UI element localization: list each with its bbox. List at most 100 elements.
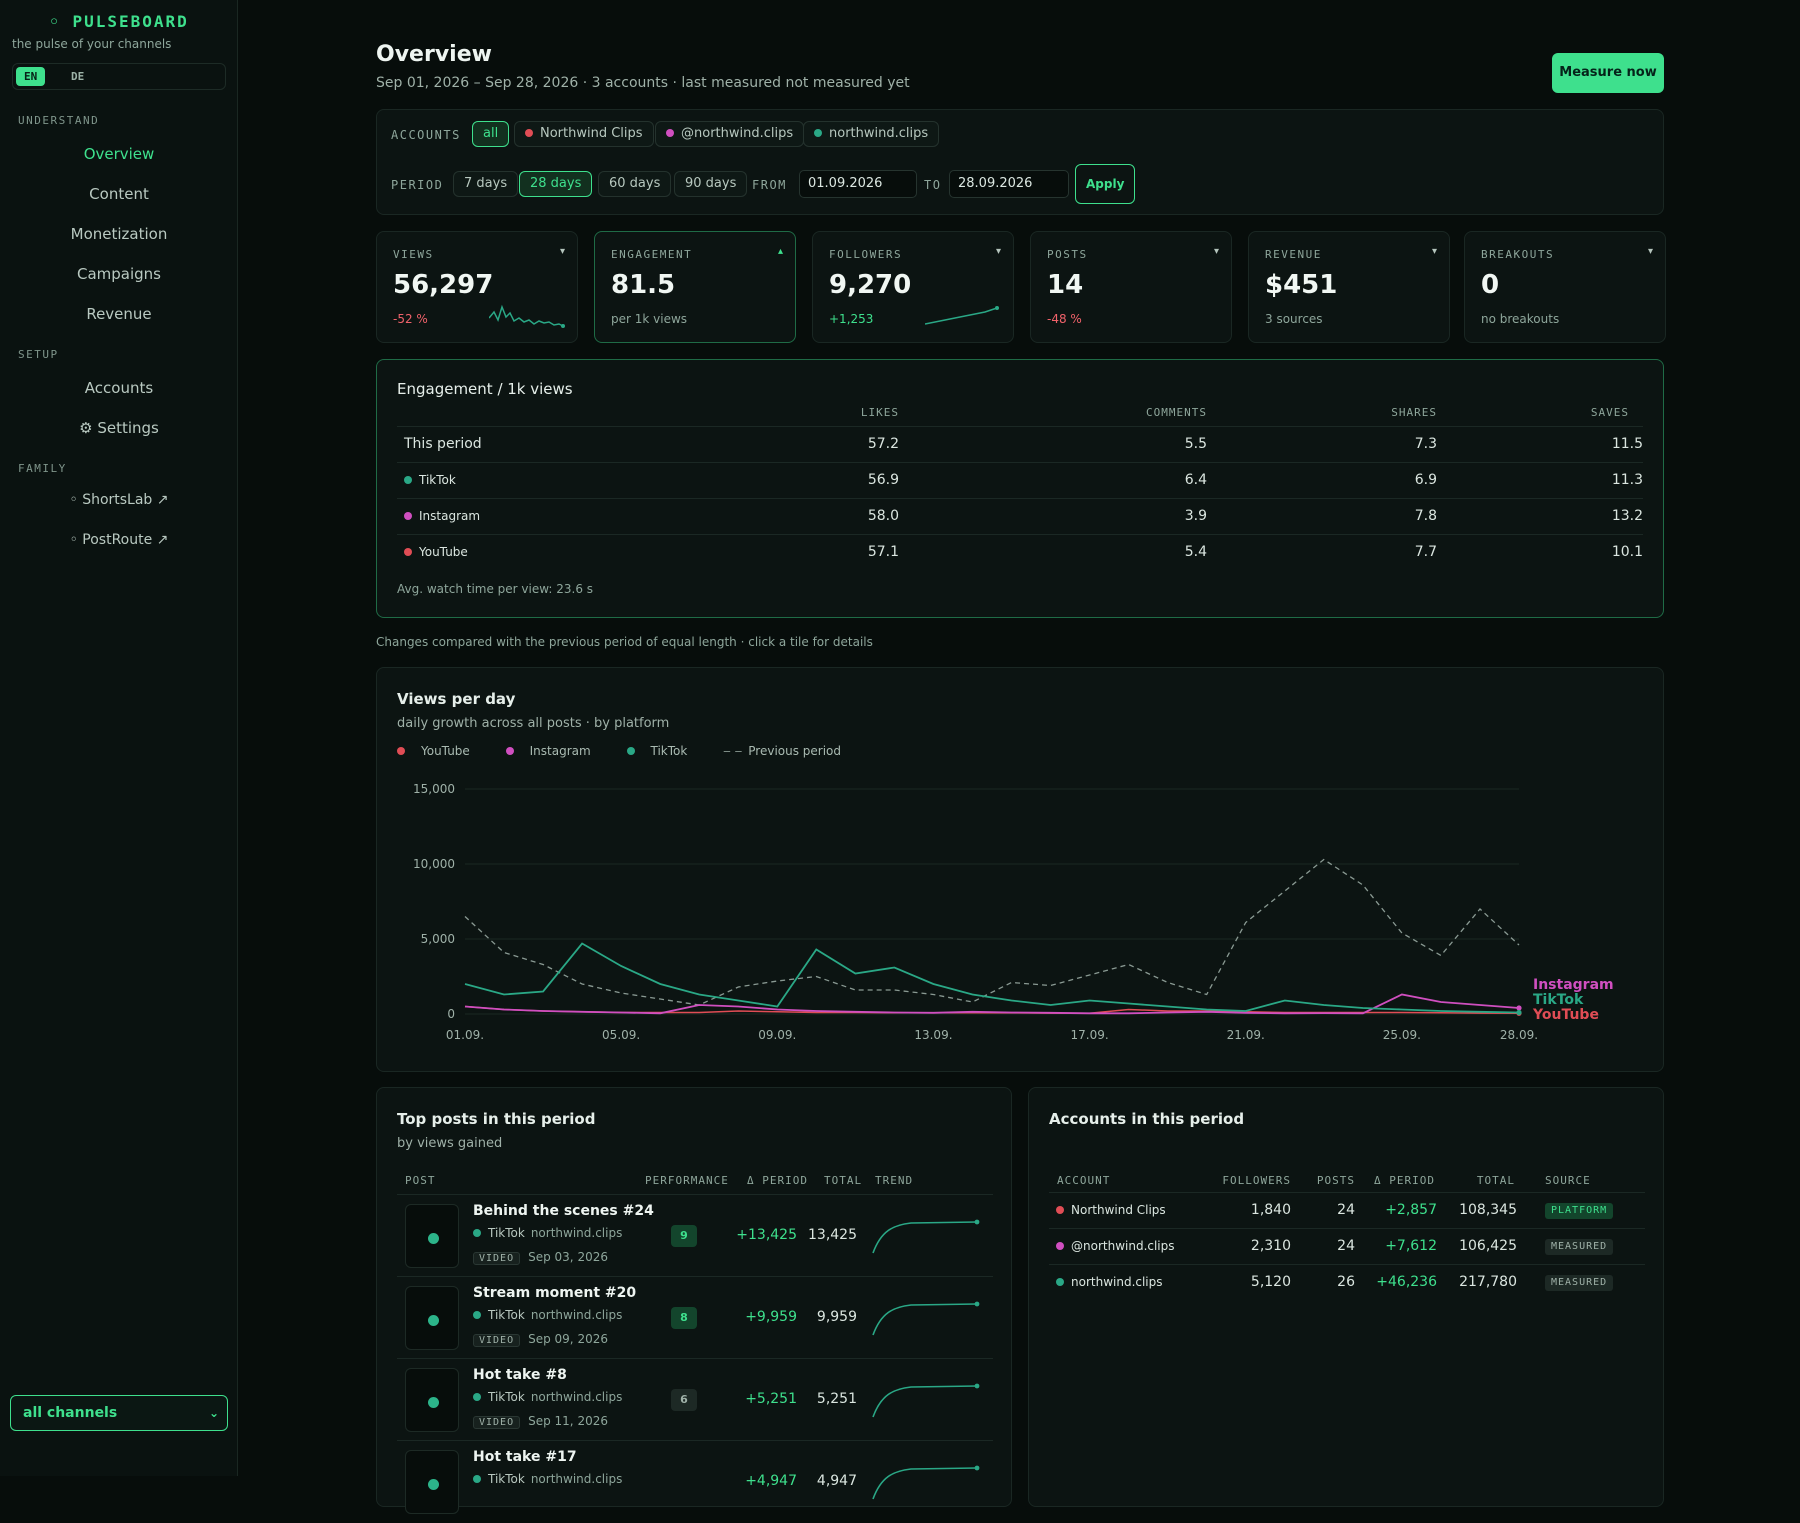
account-row[interactable]: northwind.clips 5,120 26 +46,236 217,780… bbox=[1049, 1264, 1645, 1301]
col-source: SOURCE bbox=[1545, 1174, 1591, 1187]
y-tick-label: 0 bbox=[447, 1007, 455, 1021]
shares-value: 6.9 bbox=[1414, 472, 1437, 488]
legend-instagram[interactable]: Instagram bbox=[505, 744, 607, 758]
post-name[interactable]: Hot take #8 bbox=[473, 1367, 567, 1383]
channel-select[interactable]: all channels ⌄ bbox=[10, 1395, 228, 1431]
apply-button[interactable]: Apply bbox=[1075, 164, 1136, 204]
brand-logo[interactable]: ◦ PULSEBOARD bbox=[49, 12, 189, 31]
chart-legend: YouTube Instagram TikTok ‒ ‒ Previous per… bbox=[397, 744, 873, 758]
account-row[interactable]: Northwind Clips 1,840 24 +2,857 108,345 … bbox=[1049, 1192, 1645, 1229]
series-end-label: Instagram bbox=[1533, 977, 1614, 993]
col-total: TOTAL bbox=[1476, 1174, 1515, 1187]
nav-accounts[interactable]: Accounts bbox=[84, 379, 154, 397]
tile-breakouts[interactable]: BREAKOUTS ▾ 0 no breakouts bbox=[1464, 231, 1666, 343]
accounts-filter-label: ACCOUNTS bbox=[391, 128, 461, 142]
x-tick-label: 17.09. bbox=[1071, 1028, 1109, 1042]
performance-badge: 9 bbox=[671, 1225, 697, 1247]
post-total: 9,959 bbox=[816, 1309, 857, 1325]
comments-value: 3.9 bbox=[1184, 508, 1207, 524]
account-name: @northwind.clips bbox=[1071, 1239, 1175, 1253]
col-post: POST bbox=[405, 1174, 436, 1187]
account-name-cell: Northwind Clips bbox=[1056, 1203, 1166, 1217]
tiktok-dot-icon bbox=[473, 1393, 481, 1401]
series-line-previous-period[interactable] bbox=[464, 858, 1520, 1006]
nav-settings[interactable]: ⚙ Settings bbox=[79, 419, 159, 437]
account-chip-northwind-clips[interactable]: Northwind Clips bbox=[514, 121, 654, 147]
account-delta: +7,612 bbox=[1385, 1238, 1437, 1254]
chevron-down-icon: ▾ bbox=[1431, 246, 1437, 257]
tile-label: VIEWS bbox=[393, 248, 434, 261]
accounts-panel: Accounts in this period ACCOUNT FOLLOWER… bbox=[1028, 1087, 1664, 1507]
series-end-label: TikTok bbox=[1533, 992, 1584, 1008]
platform-name: TikTok bbox=[419, 473, 456, 487]
account-row[interactable]: @northwind.clips 2,310 24 +7,612 106,425… bbox=[1049, 1228, 1645, 1265]
col-shares: SHARES bbox=[1391, 406, 1437, 419]
series-line-instagram[interactable] bbox=[464, 993, 1520, 1015]
to-date-input[interactable]: 28.09.2026 bbox=[949, 170, 1069, 198]
post-name[interactable]: Behind the scenes #24 bbox=[473, 1203, 654, 1219]
post-account: northwind.clips bbox=[530, 1226, 623, 1240]
legend-tiktok[interactable]: TikTok bbox=[626, 744, 704, 758]
post-thumbnail bbox=[405, 1286, 459, 1350]
period-chip-7[interactable]: 7 days bbox=[453, 171, 519, 197]
post-meta: TikTok northwind.clips bbox=[473, 1308, 622, 1322]
nav-content[interactable]: Content bbox=[89, 185, 149, 203]
col-delta-period: Δ PERIOD bbox=[1374, 1174, 1435, 1187]
lang-en-button[interactable]: EN bbox=[16, 67, 46, 86]
tile-label: FOLLOWERS bbox=[829, 248, 903, 261]
x-tick-label: 09.09. bbox=[758, 1028, 796, 1042]
post-row[interactable]: Hot take #17 TikTok northwind.clips +4,94… bbox=[397, 1440, 993, 1523]
instagram-dot-icon bbox=[666, 129, 674, 137]
series-end-label: YouTube bbox=[1532, 1007, 1599, 1023]
post-trend-sparkline bbox=[872, 1219, 980, 1254]
tile-posts[interactable]: POSTS ▾ 14 -48 % bbox=[1030, 231, 1232, 343]
platform-name: YouTube bbox=[419, 545, 468, 559]
account-posts: 24 bbox=[1337, 1202, 1355, 1218]
tile-engagement[interactable]: ENGAGEMENT ▴ 81.5 per 1k views bbox=[594, 231, 796, 343]
post-meta: TikTok northwind.clips bbox=[473, 1226, 622, 1240]
period-chip-90[interactable]: 90 days bbox=[674, 171, 748, 197]
measure-now-button[interactable]: Measure now bbox=[1552, 53, 1664, 93]
channel-select-value: all channels bbox=[23, 1405, 118, 1421]
post-name[interactable]: Stream moment #20 bbox=[473, 1285, 637, 1301]
instagram-dot-icon bbox=[505, 747, 514, 755]
post-meta: TikTok northwind.clips bbox=[473, 1472, 622, 1486]
period-chip-60[interactable]: 60 days bbox=[598, 171, 672, 197]
nav-revenue[interactable]: Revenue bbox=[86, 305, 152, 323]
tiktok-dot-icon bbox=[428, 1397, 439, 1408]
tile-views[interactable]: VIEWS ▾ 56,297 -52 % bbox=[376, 231, 578, 343]
post-name[interactable]: Hot take #17 bbox=[473, 1449, 577, 1465]
likes-value: 57.1 bbox=[867, 544, 899, 560]
col-total: TOTAL bbox=[824, 1174, 863, 1187]
tiktok-dot-icon bbox=[428, 1315, 439, 1326]
post-delta: +13,425 bbox=[736, 1227, 797, 1243]
period-chip-28[interactable]: 28 days bbox=[519, 171, 593, 197]
post-row[interactable]: Stream moment #20 TikTok northwind.clips … bbox=[397, 1276, 993, 1359]
chevron-down-icon: ▾ bbox=[995, 246, 1001, 257]
nav-shortslab-link[interactable]: ◦ ShortsLab ↗ bbox=[69, 492, 169, 508]
post-row[interactable]: Hot take #8 TikTok northwind.clips VIDEO S… bbox=[397, 1358, 993, 1441]
nav-overview[interactable]: Overview bbox=[83, 145, 155, 163]
tile-revenue[interactable]: REVENUE ▾ $451 3 sources bbox=[1248, 231, 1450, 343]
post-delta: +4,947 bbox=[745, 1473, 797, 1489]
series-line-tiktok[interactable] bbox=[464, 942, 1520, 1014]
account-chip-instagram[interactable]: @northwind.clips bbox=[655, 121, 805, 147]
legend-youtube[interactable]: YouTube bbox=[397, 744, 486, 758]
tile-followers[interactable]: FOLLOWERS ▾ 9,270 +1,253 bbox=[812, 231, 1014, 343]
nav-postroute-link[interactable]: ◦ PostRoute ↗ bbox=[69, 532, 169, 548]
lang-de-button[interactable]: DE bbox=[71, 70, 85, 83]
post-type-badge: VIDEO bbox=[473, 1334, 521, 1347]
language-switch: EN DE bbox=[12, 63, 226, 90]
post-row[interactable]: Behind the scenes #24 TikTok northwind.cl… bbox=[397, 1194, 993, 1277]
section-title-setup: SETUP bbox=[18, 348, 59, 361]
legend-previous[interactable]: ‒ ‒ Previous period bbox=[723, 744, 857, 758]
to-label: TO bbox=[924, 178, 942, 192]
series-end-point bbox=[1516, 1009, 1522, 1016]
from-date-input[interactable]: 01.09.2026 bbox=[799, 170, 917, 198]
account-chip-all[interactable]: all bbox=[472, 121, 510, 147]
nav-campaigns[interactable]: Campaigns bbox=[76, 265, 161, 283]
nav-monetization[interactable]: Monetization bbox=[70, 225, 168, 243]
accounts-title: Accounts in this period bbox=[1049, 1110, 1245, 1128]
account-chip-tiktok[interactable]: northwind.clips bbox=[803, 121, 940, 147]
col-account: ACCOUNT bbox=[1057, 1174, 1111, 1187]
